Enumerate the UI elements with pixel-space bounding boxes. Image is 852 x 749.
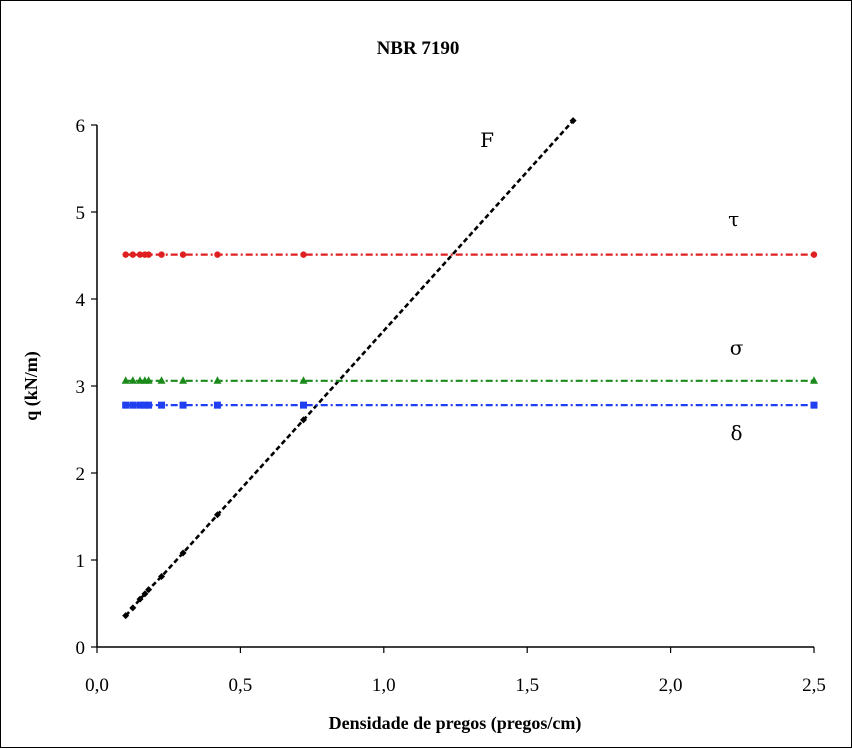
data-point bbox=[810, 401, 818, 409]
data-point bbox=[141, 401, 149, 409]
data-point bbox=[136, 401, 144, 409]
y-tick-label: 2 bbox=[76, 464, 86, 485]
data-point bbox=[129, 251, 137, 258]
data-point bbox=[158, 401, 166, 409]
data-point bbox=[157, 376, 166, 384]
data-point bbox=[213, 401, 221, 409]
data-point bbox=[299, 416, 307, 424]
y-tick-label: 3 bbox=[76, 377, 86, 398]
data-point bbox=[122, 612, 130, 620]
data-point bbox=[144, 376, 153, 384]
x-tick-label: 0,0 bbox=[85, 675, 109, 696]
data-point bbox=[121, 376, 130, 384]
data-point bbox=[122, 251, 129, 258]
data-point bbox=[299, 376, 308, 384]
data-point bbox=[129, 604, 137, 612]
data-point bbox=[158, 251, 165, 258]
x-tick-label: 0,5 bbox=[229, 675, 253, 696]
data-point bbox=[179, 401, 187, 409]
data-point bbox=[810, 376, 818, 384]
data-point bbox=[810, 251, 818, 258]
data-point bbox=[136, 251, 144, 258]
series-label: σ bbox=[730, 336, 744, 360]
x-tick-label: 2,5 bbox=[802, 675, 826, 696]
y-axis-title: q (kN/m) bbox=[21, 351, 42, 421]
y-tick-label: 5 bbox=[76, 203, 86, 224]
data-point bbox=[122, 401, 130, 409]
data-point bbox=[179, 251, 187, 258]
data-point bbox=[128, 376, 137, 384]
y-tick-label: 6 bbox=[76, 116, 86, 137]
series-label: τ bbox=[728, 207, 739, 231]
data-point bbox=[299, 401, 307, 409]
series-label: δ bbox=[731, 421, 743, 445]
series-line bbox=[124, 119, 575, 617]
series-label-layer: Fτ σ δ bbox=[480, 128, 744, 445]
data-point bbox=[136, 595, 144, 603]
x-tick-label: 2,0 bbox=[659, 675, 683, 696]
data-point bbox=[179, 376, 188, 384]
data-point bbox=[214, 251, 221, 258]
data-point bbox=[141, 590, 149, 598]
axes bbox=[96, 125, 814, 648]
x-tick-label: 1,0 bbox=[372, 675, 396, 696]
x-axis-title: Densidade de pregos (pregos/cm) bbox=[329, 713, 582, 734]
ticks: 0,0 0,5 1,0 1,5 2,0 2,5 0 1 2 3 4 5 6 bbox=[76, 116, 826, 696]
data-point bbox=[158, 573, 166, 581]
data-point bbox=[213, 376, 222, 384]
series-label: F bbox=[480, 128, 494, 152]
series-3 bbox=[122, 401, 818, 409]
data-point bbox=[145, 401, 153, 409]
data-point bbox=[569, 117, 577, 125]
series-0 bbox=[122, 117, 577, 620]
series-layer bbox=[121, 117, 818, 620]
data-point bbox=[145, 251, 152, 258]
y-tick-label: 0 bbox=[76, 638, 86, 659]
data-point bbox=[179, 549, 187, 557]
y-tick-label: 4 bbox=[76, 290, 86, 311]
chart-title: NBR 7190 bbox=[377, 38, 460, 59]
y-tick-label: 1 bbox=[76, 551, 86, 572]
data-point bbox=[145, 586, 153, 594]
series-2 bbox=[121, 376, 818, 384]
x-tick-label: 1,5 bbox=[515, 675, 539, 696]
series-1 bbox=[122, 251, 818, 258]
data-point bbox=[129, 401, 137, 409]
data-point bbox=[213, 511, 221, 519]
data-point bbox=[300, 251, 307, 258]
